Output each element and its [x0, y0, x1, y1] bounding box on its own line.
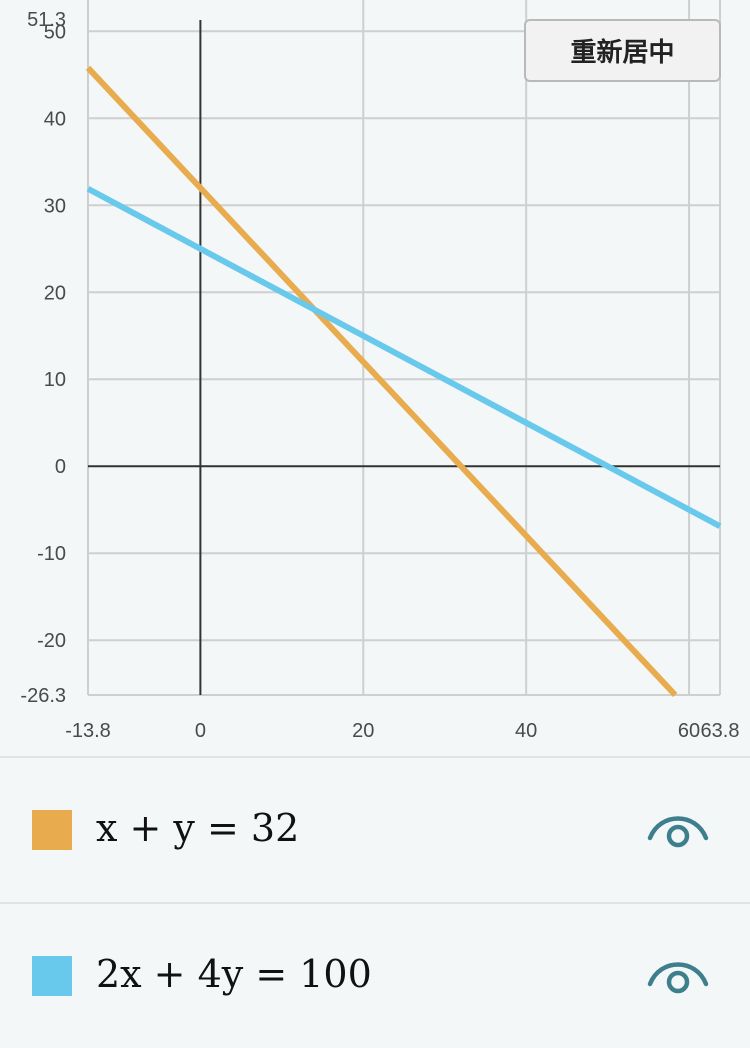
series-line: [86, 186, 722, 529]
equation-text[interactable]: 2x + 4y = 100: [96, 952, 372, 996]
divider: [0, 902, 750, 904]
graph-area[interactable]: -13.8 0 20 40 60 63.8 51.3 50 40 30 20 10 0 -10 -20 -26…: [0, 0, 750, 756]
recenter-button[interactable]: 重新居中: [524, 19, 721, 82]
divider: [0, 756, 750, 758]
x-tick-label: 60: [678, 720, 700, 742]
y-tick-label: -20: [37, 630, 66, 652]
color-swatch[interactable]: [32, 956, 72, 996]
equation-row[interactable]: x + y = 32: [0, 758, 750, 902]
equation-text[interactable]: x + y = 32: [96, 806, 300, 850]
eye-icon[interactable]: [646, 806, 710, 850]
x-tick-label: 20: [352, 720, 374, 742]
y-tick-label: 40: [44, 108, 66, 130]
graph-canvas[interactable]: -13.8 0 20 40 60 63.8 51.350 40 30 20 10 0 -10 -20 -26…: [0, 0, 750, 756]
x-tick-label: 0: [195, 720, 206, 742]
equation-row[interactable]: 2x + 4y = 100: [0, 904, 750, 1048]
y-tick-label: 51.3: [27, 9, 66, 31]
x-tick-label: 63.8: [701, 720, 740, 742]
y-tick-label: 50: [44, 21, 66, 43]
y-tick-label: 10: [44, 369, 66, 391]
y-tick-label: -26.3: [20, 685, 66, 707]
color-swatch[interactable]: [32, 810, 72, 850]
y-tick-label: 30: [44, 195, 66, 217]
series-line: [85, 65, 678, 698]
y-tick-label: 20: [44, 282, 66, 304]
x-tick-label: -13.8: [65, 720, 111, 742]
y-tick-label: -10: [37, 543, 66, 565]
eye-icon[interactable]: [646, 952, 710, 996]
y-tick-label: 0: [55, 456, 66, 478]
x-tick-label: 40: [515, 720, 537, 742]
